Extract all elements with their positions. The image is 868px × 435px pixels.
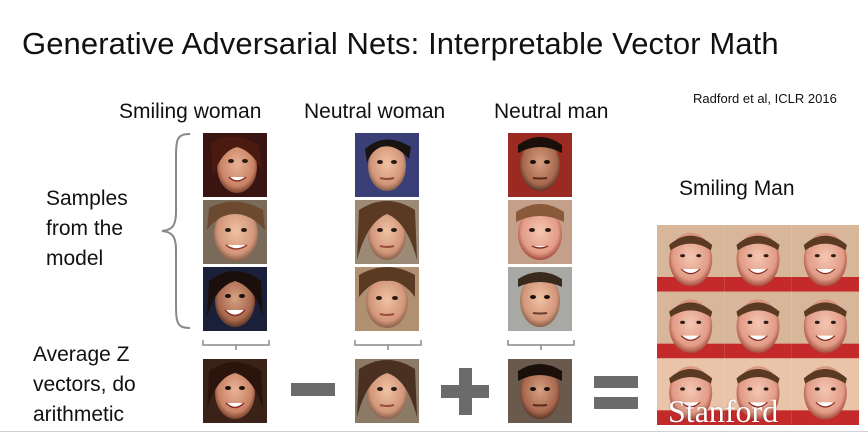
- minus-icon: [291, 383, 335, 396]
- bracket-icon: [354, 340, 422, 350]
- column-heading-neutral-man: Neutral man: [494, 100, 609, 123]
- column-heading-neutral-woman: Neutral woman: [304, 100, 446, 123]
- smiling-man-face: [724, 291, 792, 359]
- smiling-man-face: [724, 225, 792, 292]
- face-average-neutral-woman: [355, 359, 419, 423]
- smiling-man-face: [657, 291, 725, 359]
- face-neutral-man-3: [508, 267, 572, 331]
- smiling-man-face: [657, 225, 725, 292]
- citation: Radford et al, ICLR 2016: [693, 91, 837, 106]
- average-label-line: Average Z: [33, 343, 130, 366]
- smiling-man-grid-image: [657, 225, 859, 425]
- equals-icon-bottom: [594, 397, 638, 409]
- samples-label-line: Samples: [46, 187, 128, 210]
- face-neutral-man-2: [508, 200, 572, 264]
- divider: [0, 431, 868, 432]
- smiling-man-face: [791, 291, 859, 359]
- smiling-man-face: [657, 358, 725, 425]
- slide-title: Generative Adversarial Nets: Interpretab…: [22, 26, 779, 61]
- average-label: Average Z vectors, do arithmetic: [33, 340, 193, 430]
- smiling-man-grid: [657, 225, 859, 425]
- samples-label-line: from the: [46, 217, 124, 240]
- smiling-man-face: [791, 358, 859, 425]
- bracket-icon: [507, 340, 575, 350]
- average-label-line: vectors, do: [33, 373, 136, 396]
- face-smiling-woman-3: [203, 267, 267, 331]
- curly-brace-icon: [161, 133, 191, 329]
- plus-icon-vertical: [459, 368, 472, 415]
- face-smiling-woman-1: [203, 133, 267, 197]
- equals-icon-top: [594, 376, 638, 388]
- samples-label: Samples from the model: [46, 184, 156, 274]
- face-neutral-woman-1: [355, 133, 419, 197]
- column-heading-smiling-man: Smiling Man: [679, 177, 795, 200]
- face-neutral-woman-2: [355, 200, 419, 264]
- smiling-man-face: [724, 358, 792, 425]
- face-average-neutral-man: [508, 359, 572, 423]
- face-neutral-woman-3: [355, 267, 419, 331]
- samples-label-line: model: [46, 247, 104, 270]
- face-smiling-woman-2: [203, 200, 267, 264]
- column-heading-smiling-woman: Smiling woman: [119, 100, 262, 123]
- bracket-icon: [202, 340, 270, 350]
- face-neutral-man-1: [508, 133, 572, 197]
- face-average-smiling-woman: [203, 359, 267, 423]
- average-label-line: arithmetic: [33, 403, 125, 426]
- smiling-man-face: [791, 225, 859, 292]
- stanford-logo: Stanford: [668, 393, 779, 429]
